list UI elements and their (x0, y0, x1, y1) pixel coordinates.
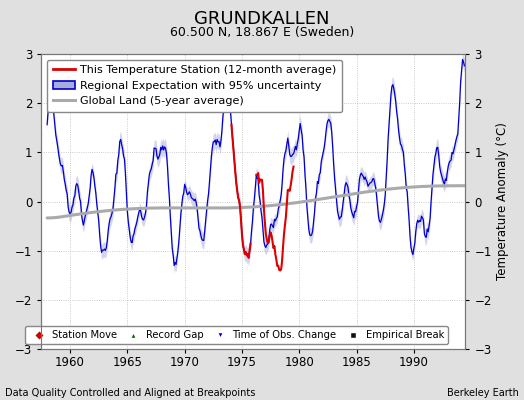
Text: GRUNDKALLEN: GRUNDKALLEN (194, 10, 330, 28)
Legend: Station Move, Record Gap, Time of Obs. Change, Empirical Break: Station Move, Record Gap, Time of Obs. C… (25, 326, 448, 344)
Y-axis label: Temperature Anomaly (°C): Temperature Anomaly (°C) (496, 122, 509, 280)
Text: Data Quality Controlled and Aligned at Breakpoints: Data Quality Controlled and Aligned at B… (5, 388, 256, 398)
Text: 60.500 N, 18.867 E (Sweden): 60.500 N, 18.867 E (Sweden) (170, 26, 354, 39)
Text: Berkeley Earth: Berkeley Earth (447, 388, 519, 398)
